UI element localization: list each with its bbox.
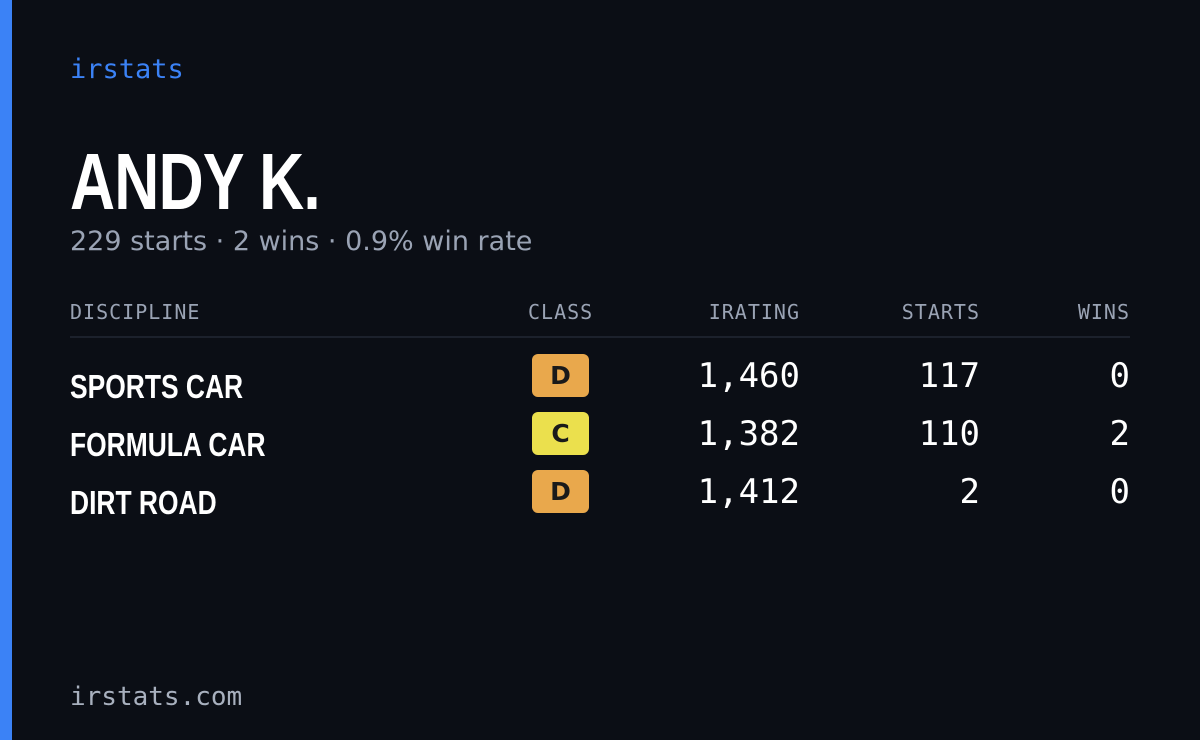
class-badge: C	[532, 412, 589, 455]
driver-name: ANDY K.	[70, 137, 321, 226]
wins: 0	[1109, 356, 1130, 396]
table-body: SPORTS CAR D 1,460 117 0 FORMULA CAR C 1,382 110…	[70, 338, 1130, 528]
summary: 229 starts · 2 wins · 0.9% win rate	[70, 226, 533, 257]
table-row: FORMULA CAR C 1,382 110 2	[70, 412, 1130, 470]
table-header: DISCIPLINE CLASS IRATING STARTS WINS	[70, 296, 1130, 338]
irating: 1,382	[697, 414, 800, 454]
table-row: DIRT ROAD D 1,412 2 0	[70, 470, 1130, 528]
column-header: DISCIPLINE	[70, 300, 201, 324]
discipline: DIRT ROAD	[70, 484, 217, 521]
starts: 2	[959, 472, 980, 512]
wins: 0	[1109, 472, 1130, 512]
table-row: SPORTS CAR D 1,460 117 0	[70, 354, 1130, 412]
column-header: IRATING	[708, 300, 800, 324]
column-header: CLASS	[528, 300, 594, 324]
irating: 1,460	[697, 356, 800, 396]
class-badge: D	[532, 354, 589, 397]
starts: 117	[918, 356, 980, 396]
discipline: SPORTS CAR	[70, 368, 244, 405]
brand: irstats	[70, 54, 184, 85]
stats-table: DISCIPLINE CLASS IRATING STARTS WINS SPORTS …	[70, 296, 1130, 528]
column-header: STARTS	[901, 300, 980, 324]
irating: 1,412	[697, 472, 800, 512]
discipline: FORMULA CAR	[70, 426, 266, 463]
footer: irstats.com	[70, 682, 243, 712]
class-badge: D	[532, 470, 589, 513]
column-header: WINS	[1077, 300, 1130, 324]
starts: 110	[918, 414, 980, 454]
wins: 2	[1109, 414, 1130, 454]
accent-bar	[0, 0, 12, 740]
